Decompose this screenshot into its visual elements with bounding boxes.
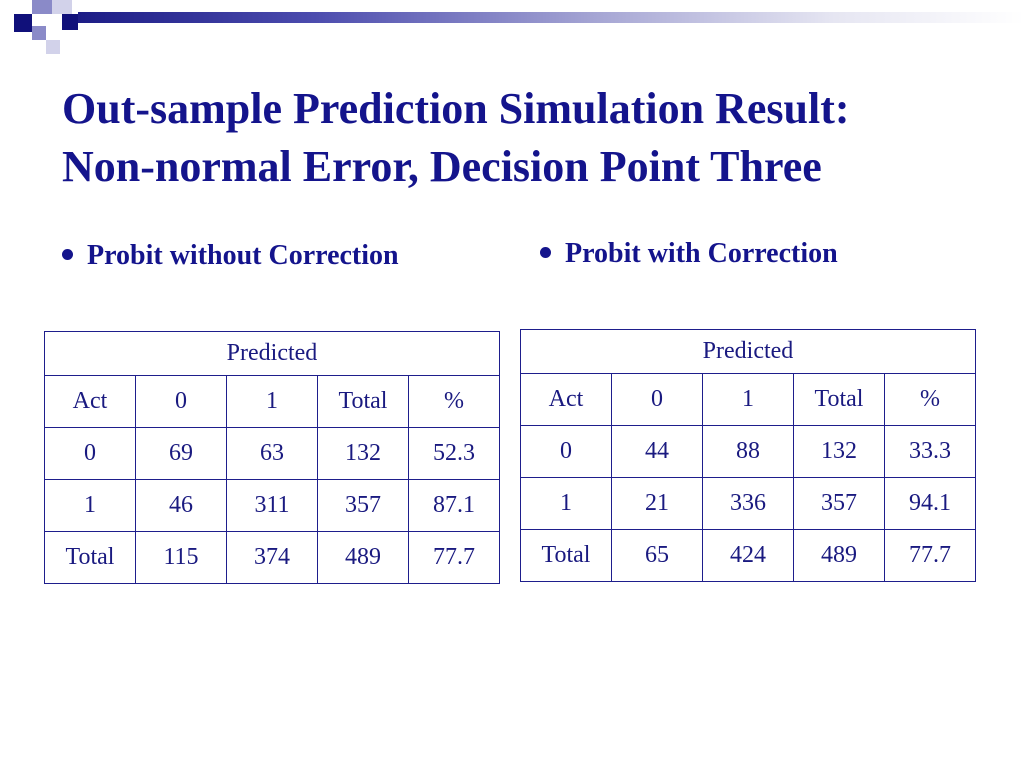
column-header: Act [520, 373, 612, 426]
decor-gradient-bar [78, 12, 1024, 23]
decor-square-light [52, 0, 72, 14]
table-row: Total 65 424 489 77.7 [520, 529, 976, 582]
table-cell: Total [44, 531, 136, 584]
column-header: Total [793, 373, 885, 426]
table-cell: 52.3 [408, 427, 500, 480]
table-cell: 489 [793, 529, 885, 582]
table-cell: 65 [611, 529, 703, 582]
table-row: Total 115 374 489 77.7 [44, 531, 500, 584]
table-row: 0 44 88 132 33.3 [520, 425, 976, 478]
table-header-row: Act 0 1 Total % [44, 375, 500, 428]
table-cell: 311 [226, 479, 318, 532]
slide-title: Out-sample Prediction Simulation Result:… [62, 80, 1002, 196]
table-cell: 87.1 [408, 479, 500, 532]
column-header: Total [317, 375, 409, 428]
table-cell: 336 [702, 477, 794, 530]
decor-square-dark [14, 14, 32, 32]
table-super-header: Predicted [44, 331, 500, 376]
decor-square-mid [32, 0, 52, 14]
header-decoration [0, 0, 1024, 60]
table-cell: 489 [317, 531, 409, 584]
column-header: 1 [226, 375, 318, 428]
column-header: % [884, 373, 976, 426]
bullet-dot-icon [62, 249, 73, 261]
table-cell: 357 [317, 479, 409, 532]
table-cell: 374 [226, 531, 318, 584]
bullet-probit-with-correction: Probit with Correction [540, 238, 838, 270]
table-cell: 357 [793, 477, 885, 530]
table-cell: 1 [520, 477, 612, 530]
table-cell: 21 [611, 477, 703, 530]
column-header: Act [44, 375, 136, 428]
table-super-header: Predicted [520, 329, 976, 374]
table-cell: 77.7 [408, 531, 500, 584]
table-cell: 132 [793, 425, 885, 478]
table-cell: 88 [702, 425, 794, 478]
table-cell: 94.1 [884, 477, 976, 530]
column-header: 1 [702, 373, 794, 426]
table-cell: 132 [317, 427, 409, 480]
decor-square-dark-right [62, 14, 78, 30]
table-cell: 0 [520, 425, 612, 478]
bullet-probit-without-correction: Probit without Correction [62, 240, 399, 272]
table-cell: Total [520, 529, 612, 582]
table-cell: 33.3 [884, 425, 976, 478]
table-cell: 69 [135, 427, 227, 480]
table-header-row: Act 0 1 Total % [520, 373, 976, 426]
slide-title-line-2: Non-normal Error, Decision Point Three [62, 142, 822, 191]
table-cell: 63 [226, 427, 318, 480]
confusion-table-without-correction: Predicted Act 0 1 Total % 0 69 63 132 52… [44, 331, 500, 584]
table-cell: 115 [135, 531, 227, 584]
column-header: 0 [135, 375, 227, 428]
column-header: 0 [611, 373, 703, 426]
table-row: 0 69 63 132 52.3 [44, 427, 500, 480]
table-cell: 46 [135, 479, 227, 532]
table-row: 1 46 311 357 87.1 [44, 479, 500, 532]
table-cell: 0 [44, 427, 136, 480]
confusion-table-with-correction: Predicted Act 0 1 Total % 0 44 88 132 33… [520, 329, 976, 582]
table-row: 1 21 336 357 94.1 [520, 477, 976, 530]
table-cell: 77.7 [884, 529, 976, 582]
bullet-label: Probit without Correction [87, 240, 399, 271]
table-cell: 424 [702, 529, 794, 582]
bullet-label: Probit with Correction [565, 238, 838, 269]
decor-square-mid-lower [32, 26, 46, 40]
column-header: % [408, 375, 500, 428]
table-cell: 1 [44, 479, 136, 532]
bullet-dot-icon [540, 247, 551, 259]
decor-square-light-lower [46, 40, 60, 54]
table-cell: 44 [611, 425, 703, 478]
slide-title-line-1: Out-sample Prediction Simulation Result: [62, 84, 850, 133]
